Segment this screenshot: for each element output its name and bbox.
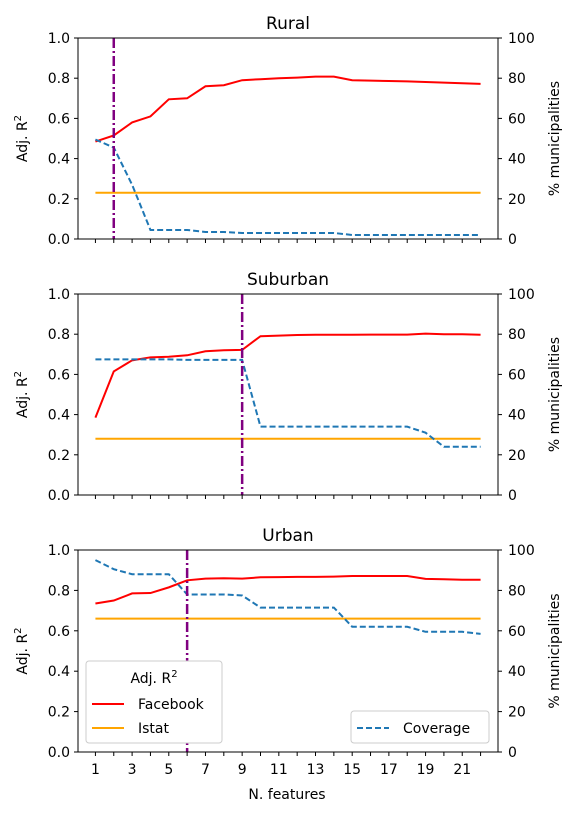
legend-label-coverage: Coverage [403, 721, 470, 737]
legend-coverage: Coverage [350, 710, 490, 744]
x-tick-label: 11 [270, 762, 288, 778]
series-line-facebook [95, 575, 481, 605]
panel-title: Rural [266, 14, 310, 34]
y-tick-label-right: 40 [508, 664, 526, 680]
y-tick-label-right: 60 [508, 367, 526, 383]
x-tick-label: 19 [417, 762, 435, 778]
series-line-coverage [95, 358, 481, 448]
y-axis-label-right: % municipalities [547, 81, 563, 196]
y-axis-label-left: Adj. R2 [13, 627, 31, 674]
y-tick-label-right: 0 [508, 488, 517, 504]
y-tick-label-left: 1.0 [48, 287, 70, 303]
y-tick-label-right: 80 [508, 71, 526, 87]
y-tick-label-left: 0.4 [48, 408, 70, 424]
legend-adj-r2: Adj. R2 Facebook Istat [85, 660, 223, 744]
y-tick-label-left: 0.4 [48, 664, 70, 680]
panels: Rural0.00.20.40.60.81.0020406080100Adj. … [13, 14, 563, 778]
y-axis-label-left: Adj. R2 [13, 115, 31, 162]
x-tick-label: 15 [343, 762, 361, 778]
panel-suburban: Suburban 0.0 0.2 0.4 0.6 0.8 1.0 0 20 40 60 80 100 Ad… [13, 270, 563, 504]
y-tick-label-right: 20 [508, 705, 526, 721]
y-tick-label-left: 0.4 [48, 152, 70, 168]
x-tick-label: 5 [164, 762, 173, 778]
panel-rural: Rural 0.0 0.2 0.4 0.6 0.8 1.0 0 20 40 60 80 100 Adj. … [13, 14, 563, 248]
y-tick-label-left: 1.0 [48, 31, 70, 47]
y-tick-label-right: 80 [508, 583, 526, 599]
series-line-coverage [95, 138, 481, 236]
legend-label-facebook: Facebook [138, 697, 205, 713]
x-tick-label: 3 [128, 762, 137, 778]
y-tick-label-right: 20 [508, 192, 526, 208]
y-tick-label-right: 60 [508, 624, 526, 640]
y-tick-label-right: 100 [508, 31, 535, 47]
y-tick-label-left: 0.2 [48, 448, 70, 464]
y-axis-label-right: % municipalities [547, 337, 563, 452]
y-tick-label-right: 100 [508, 543, 535, 559]
plot-frame [77, 37, 499, 240]
y-tick-label-left: 0.8 [48, 71, 70, 87]
x-tick-label: 1 [91, 762, 100, 778]
panel-title: Urban [262, 526, 313, 546]
y-tick-label-left: 1.0 [48, 543, 70, 559]
y-tick-label-right: 40 [508, 408, 526, 424]
y-tick-label-left: 0.8 [48, 327, 70, 343]
y-axis-label-right: % municipalities [547, 593, 563, 708]
y-tick-label-right: 60 [508, 111, 526, 127]
y-tick-label-left: 0.0 [48, 488, 70, 504]
y-axis-label-left: Adj. R2 [13, 371, 31, 418]
plot-frame [77, 549, 499, 753]
y-tick-label-right: 20 [508, 448, 526, 464]
series-line-facebook [94, 332, 481, 418]
y-tick-label-left: 0.2 [48, 192, 70, 208]
plot-frame [77, 293, 499, 496]
y-tick-label-left: 0.6 [48, 111, 70, 127]
panel-title: Suburban [247, 270, 329, 290]
y-tick-label-right: 80 [508, 327, 526, 343]
y-tick-label-left: 0.6 [48, 624, 70, 640]
y-tick-label-left: 0.0 [48, 232, 70, 248]
y-tick-label-right: 0 [508, 745, 517, 761]
x-tick-label: 9 [238, 762, 247, 778]
y-tick-label-right: 0 [508, 232, 517, 248]
series-line-facebook [95, 75, 481, 143]
y-tick-label-left: 0.2 [48, 705, 70, 721]
legend-label-istat: Istat [138, 721, 169, 737]
x-tick-label: 13 [307, 762, 325, 778]
x-axis-label: N. features [248, 787, 325, 803]
y-tick-label-right: 100 [508, 287, 535, 303]
x-tick-label: 17 [380, 762, 398, 778]
y-tick-label-left: 0.8 [48, 583, 70, 599]
series-line-coverage [94, 559, 481, 635]
y-tick-label-right: 40 [508, 152, 526, 168]
y-tick-label-left: 0.6 [48, 367, 70, 383]
y-tick-label-left: 0.0 [48, 745, 70, 761]
x-tick-label: 7 [201, 762, 210, 778]
legend-title: Adj. R2 [130, 669, 177, 687]
x-tick-label: 21 [453, 762, 471, 778]
